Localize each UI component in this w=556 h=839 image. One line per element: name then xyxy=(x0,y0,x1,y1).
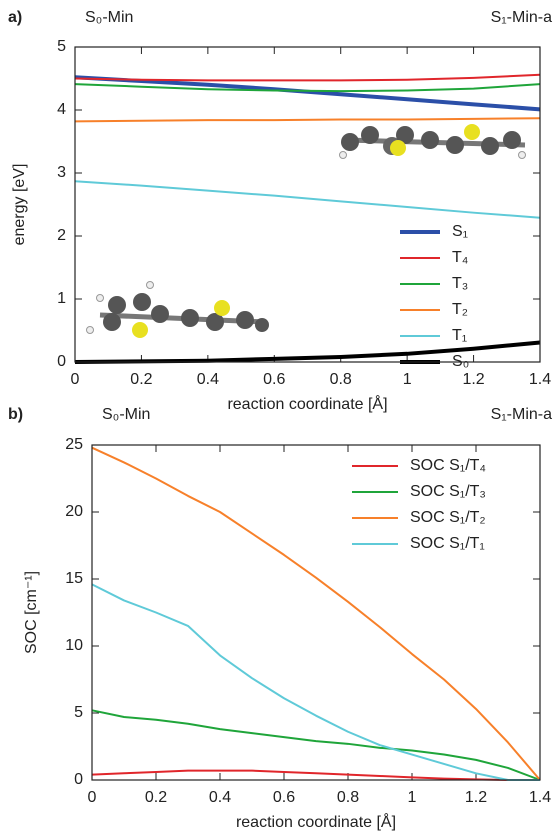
y-tick-label: 2 xyxy=(57,227,66,244)
y-tick-label: 20 xyxy=(65,503,83,520)
series-line xyxy=(75,181,540,218)
page: a) S₀-Min S₁-Min-a 0 1 2 3 4 5 0 0.2 0.4 0.6 0.8 1 1.2 1… xyxy=(0,0,556,839)
x-axis-label: reaction coordinate [Å] xyxy=(227,394,387,413)
x-tick-label: 0 xyxy=(88,789,97,806)
panel-label: a) xyxy=(8,9,22,26)
annotation: S₁-Min-a xyxy=(491,406,553,423)
y-tick-label: 3 xyxy=(57,164,66,181)
annotation: S₀-Min xyxy=(102,406,150,423)
annotation: S₁-Min-a xyxy=(491,9,553,26)
series-line xyxy=(75,118,540,121)
series-line xyxy=(75,75,540,81)
y-tick-label: 0 xyxy=(74,771,83,788)
y-tick-label: 0 xyxy=(57,353,66,370)
x-tick-label: 1 xyxy=(408,789,417,806)
legend-label: T₁ xyxy=(452,327,467,344)
x-tick-label: 0.8 xyxy=(330,371,352,388)
figure: a) S₀-Min S₁-Min-a 0 1 2 3 4 5 0 0.2 0.4 0.6 0.8 1 1.2 1… xyxy=(0,0,556,839)
x-tick-label: 0.2 xyxy=(130,371,152,388)
panel-label: b) xyxy=(8,406,23,423)
x-tick-label: 0.2 xyxy=(145,789,167,806)
legend-label: S₁ xyxy=(452,223,468,240)
legend-label: SOC S₁/T₃ xyxy=(410,483,486,500)
legend-label: SOC S₁/T₂ xyxy=(410,509,486,526)
y-tick-label: 4 xyxy=(57,101,66,118)
molecule-a-right xyxy=(340,124,526,159)
legend-label: SOC S₁/T₁ xyxy=(410,535,485,552)
series-line xyxy=(92,584,540,780)
x-tick-label: 0.6 xyxy=(273,789,295,806)
x-axis-label: reaction coordinate [Å] xyxy=(236,812,396,831)
x-tick-label: 1.2 xyxy=(462,371,484,388)
x-tick-label: 1.4 xyxy=(529,371,551,388)
annotation: S₀-Min xyxy=(85,9,133,26)
series-line xyxy=(92,710,540,780)
y-tick-label: 15 xyxy=(65,570,83,587)
y-tick-label: 5 xyxy=(57,38,66,55)
x-tick-label: 1.4 xyxy=(529,789,551,806)
series-line xyxy=(75,342,540,362)
y-tick-label: 10 xyxy=(65,637,83,654)
legend-label: SOC S₁/T₄ xyxy=(410,457,486,474)
legend-label: T₂ xyxy=(452,301,468,318)
x-tick-label: 1 xyxy=(403,371,412,388)
legend-label: T₃ xyxy=(452,275,468,292)
x-tick-label: 0.8 xyxy=(337,789,359,806)
x-tick-label: 0.4 xyxy=(197,371,219,388)
series-line xyxy=(75,84,540,91)
molecule-a-left xyxy=(87,282,270,339)
x-tick-label: 0.4 xyxy=(209,789,231,806)
series-line xyxy=(75,77,540,109)
y-tick-label: 25 xyxy=(65,436,83,453)
legend-label: T₄ xyxy=(452,249,468,266)
y-axis-label: SOC [cm⁻¹] xyxy=(23,571,40,654)
x-tick-label: 1.2 xyxy=(465,789,487,806)
x-tick-label: 0.6 xyxy=(263,371,285,388)
y-tick-label: 5 xyxy=(74,704,83,721)
x-tick-label: 0 xyxy=(71,371,80,388)
y-axis-label: energy [eV] xyxy=(11,164,28,246)
y-tick-label: 1 xyxy=(57,290,66,307)
